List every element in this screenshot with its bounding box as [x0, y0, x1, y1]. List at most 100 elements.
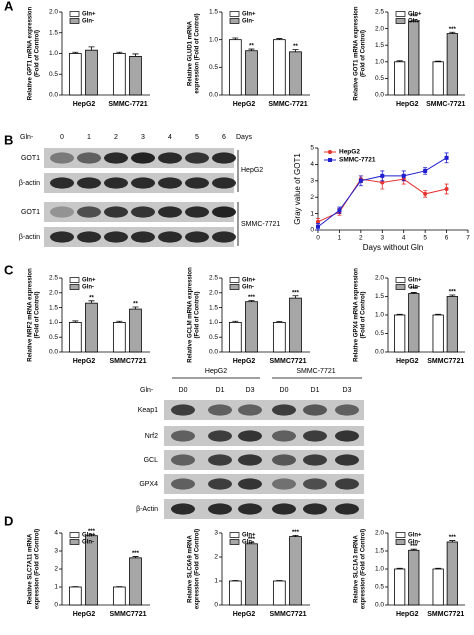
lane-label: 6 — [222, 134, 226, 141]
legend-label: Gln- — [408, 540, 420, 546]
blot-band — [185, 177, 209, 189]
legend-swatch — [69, 18, 80, 24]
error-bar — [449, 294, 456, 297]
lane-label: D1 — [216, 387, 225, 394]
y-axis-label: expression (Fold of Control) — [195, 529, 201, 609]
y-tick-label: 1.5 — [375, 548, 384, 555]
bar — [68, 586, 82, 606]
blot-band — [50, 177, 74, 189]
y-axis-label: Relative GPT1 mRNA expression — [28, 6, 34, 100]
legend-label: Gln- — [408, 285, 420, 291]
y-tick-label: 0.5 — [49, 334, 58, 341]
bar — [68, 53, 82, 96]
error-bar — [116, 320, 123, 323]
y-axis-label: (Fold of Control) — [361, 292, 367, 339]
bar — [394, 61, 406, 96]
blot-band — [185, 231, 209, 243]
blot-band — [185, 206, 209, 218]
x-tick-label: SMMC-7721 — [108, 101, 147, 108]
significance-label: *** — [449, 27, 457, 33]
error-bar — [88, 300, 95, 304]
legend-marker — [328, 158, 332, 162]
blot-band — [131, 152, 155, 164]
bar — [129, 308, 142, 353]
x-tick-label: 4 — [402, 235, 406, 242]
y-tick-label: 1.5 — [209, 304, 218, 311]
blot-band — [50, 152, 74, 164]
significance-label: *** — [410, 544, 418, 550]
bar — [432, 314, 444, 353]
x-tick-label: SMMC7721 — [427, 611, 464, 618]
y-tick-label: 1.5 — [49, 304, 58, 311]
x-tick-label: SMMC7721 — [427, 358, 464, 365]
blot-band — [158, 177, 182, 189]
row-label: β-actin — [19, 180, 40, 187]
significance-label: ** — [249, 44, 254, 50]
y-tick-label: 2 — [54, 566, 58, 573]
error-bar — [410, 548, 417, 551]
lane-label: D0 — [179, 387, 188, 394]
row-label: GPX4 — [139, 481, 158, 488]
blot-band — [77, 177, 101, 189]
legend-marker — [328, 150, 332, 154]
blot-band — [212, 152, 236, 164]
legend-label: Gln- — [242, 19, 254, 25]
bar — [245, 301, 258, 353]
x-tick-label: SMMC7721 — [270, 358, 307, 365]
significance-label: *** — [449, 290, 457, 296]
lane-label: D3 — [246, 387, 255, 394]
legend-label: Gln+ — [408, 12, 422, 18]
blot-band — [208, 430, 232, 442]
error-bar — [292, 49, 299, 52]
point — [337, 208, 342, 213]
legend-label: Gln+ — [242, 533, 256, 539]
series-line — [317, 157, 447, 228]
y-tick-label: 2.0 — [375, 275, 384, 282]
legend-swatch — [69, 277, 80, 283]
significance-label: *** — [132, 551, 140, 557]
y-tick-label: 1 — [310, 210, 314, 217]
y-tick-label: 0 — [54, 602, 58, 609]
x-tick-label: 3 — [380, 235, 384, 242]
y-axis-label: (Fold of Control) — [35, 30, 41, 77]
blot-band — [104, 231, 128, 243]
row-label: Nrf2 — [145, 433, 158, 440]
treatment-label: Gln- — [140, 387, 154, 394]
legend-label: Gln- — [242, 540, 254, 546]
point — [423, 168, 428, 173]
treatment-label: Gln- — [20, 134, 34, 141]
error-bar — [435, 567, 442, 569]
blot-band — [171, 503, 195, 515]
error-bar — [72, 51, 79, 54]
bar — [129, 557, 142, 606]
blot-band — [158, 152, 182, 164]
blot-band — [335, 478, 359, 490]
blot-band — [104, 177, 128, 189]
y-axis-label: Gray value of GOT1 — [293, 153, 302, 225]
blot-band — [272, 478, 296, 490]
legend-label: Gln- — [408, 19, 420, 25]
bar — [272, 39, 286, 96]
significance-label: *** — [449, 535, 457, 541]
x-tick-label: SMMC7721 — [270, 611, 307, 618]
row-label: GOT1 — [21, 209, 40, 216]
y-axis-label: Relative SLC6A9 mRNA — [188, 534, 194, 602]
y-tick-label: 3 — [54, 548, 58, 555]
error-bar — [132, 53, 139, 57]
legend-swatch — [229, 539, 240, 545]
legend-swatch — [229, 277, 240, 283]
blot-band — [77, 152, 101, 164]
y-tick-label: 3 — [310, 178, 314, 185]
point — [380, 173, 385, 178]
bar — [394, 568, 406, 606]
y-tick-label: 0.0 — [209, 349, 218, 356]
legend-label: Gln+ — [408, 278, 422, 284]
y-tick-label: 1.0 — [209, 319, 218, 326]
bar — [245, 50, 258, 96]
lane-label: D1 — [311, 387, 320, 394]
blot-band — [171, 430, 195, 442]
x-tick-label: SMMC-7721 — [426, 101, 465, 108]
blot-band — [50, 231, 74, 243]
legend-label: Gln+ — [242, 278, 256, 284]
